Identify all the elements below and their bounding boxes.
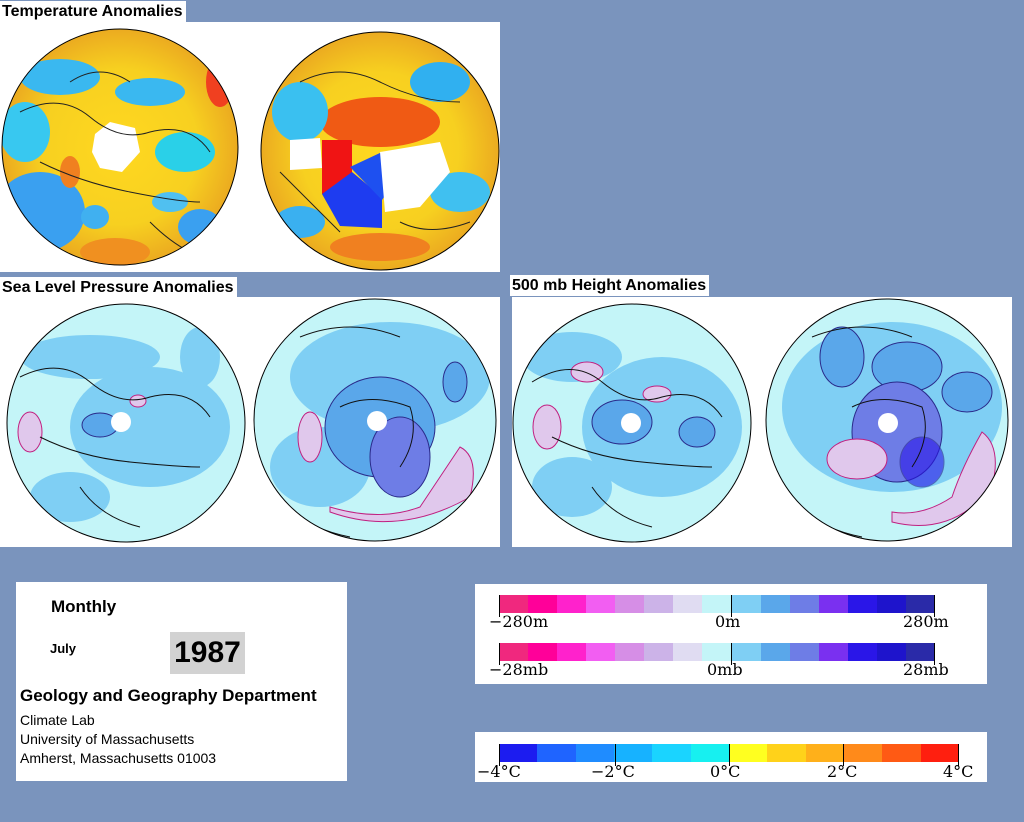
temperature-maps	[1, 28, 500, 271]
slp-anomalies-panel	[0, 297, 500, 547]
color-swatch	[882, 744, 921, 762]
slp-anomalies-title: Sea Level Pressure Anomalies	[0, 277, 237, 298]
color-swatch	[499, 595, 529, 613]
color-swatch	[613, 744, 653, 762]
year-label: 1987	[170, 632, 245, 674]
color-swatch	[702, 595, 732, 613]
height500-globe-northern	[513, 304, 751, 542]
temp-label-neg2: −2°C	[591, 762, 635, 781]
color-swatch	[586, 595, 616, 613]
color-swatch	[644, 595, 674, 613]
color-swatch	[673, 595, 703, 613]
height500-maps	[512, 298, 1009, 543]
slp-globe-southern	[254, 299, 496, 541]
color-swatch	[499, 744, 538, 762]
height500-anomalies-title: 500 mb Height Anomalies	[510, 275, 710, 296]
month-label: July	[50, 641, 77, 656]
temperature-anomalies-panel	[0, 22, 500, 272]
slp-globe-northern	[7, 304, 245, 542]
color-swatch	[876, 595, 906, 613]
color-swatch	[728, 744, 768, 762]
color-swatch	[652, 744, 691, 762]
temperature-globe-southern	[261, 32, 499, 270]
color-swatch	[905, 595, 935, 613]
color-swatch	[575, 744, 614, 762]
period-label: Monthly	[51, 597, 117, 616]
color-swatch	[690, 744, 729, 762]
color-swatch	[557, 595, 587, 613]
color-swatch	[805, 744, 844, 762]
color-swatch	[920, 744, 959, 762]
temp-label-neg4: −4°C	[477, 762, 521, 781]
color-swatch	[557, 643, 587, 661]
color-swatch	[537, 744, 576, 762]
height-max-label: 280m	[903, 612, 949, 631]
color-swatch	[789, 595, 819, 613]
color-swatch	[843, 744, 883, 762]
color-swatch	[767, 744, 806, 762]
color-swatch	[586, 643, 616, 661]
address-label: Amherst, Massachusetts 01003	[20, 750, 217, 766]
pressure-mid-label: 0mb	[707, 660, 743, 679]
pressure-max-label: 28mb	[903, 660, 949, 679]
color-swatch	[760, 595, 790, 613]
height-color-scale	[499, 595, 935, 613]
height-min-label: −280m	[489, 612, 549, 631]
temperature-color-scale	[499, 744, 959, 762]
height500-anomalies-panel	[512, 297, 1012, 547]
color-swatch	[673, 643, 703, 661]
color-swatch	[499, 643, 529, 661]
color-swatch	[876, 643, 906, 661]
height-pressure-legend: −280m 0m 280m −28mb 0mb 28mb	[475, 584, 987, 684]
info-box: Monthly July 1987 Geology and Geography …	[16, 582, 347, 781]
color-swatch	[615, 643, 645, 661]
department-label: Geology and Geography Department	[20, 686, 317, 705]
color-swatch	[644, 643, 674, 661]
color-swatch	[818, 595, 848, 613]
color-swatch	[702, 643, 732, 661]
height500-globe-southern	[766, 299, 1008, 541]
height-mid-label: 0m	[715, 612, 741, 631]
color-swatch	[818, 643, 848, 661]
temp-label-0: 0°C	[710, 762, 741, 781]
lab-label: Climate Lab	[20, 712, 95, 728]
color-swatch	[789, 643, 819, 661]
color-swatch	[847, 595, 877, 613]
color-swatch	[731, 643, 761, 661]
color-swatch	[528, 643, 558, 661]
color-swatch	[615, 595, 645, 613]
color-swatch	[847, 643, 877, 661]
color-swatch	[905, 643, 935, 661]
pressure-min-label: −28mb	[489, 660, 549, 679]
temperature-anomalies-title: Temperature Anomalies	[0, 1, 186, 22]
color-swatch	[760, 643, 790, 661]
color-swatch	[528, 595, 558, 613]
temperature-legend: −4°C −2°C 0°C 2°C 4°C	[475, 732, 987, 782]
temp-label-2: 2°C	[827, 762, 858, 781]
temp-label-4: 4°C	[943, 762, 974, 781]
university-label: University of Massachusetts	[20, 731, 195, 747]
pressure-color-scale	[499, 643, 935, 661]
slp-maps	[6, 298, 497, 543]
color-swatch	[731, 595, 761, 613]
